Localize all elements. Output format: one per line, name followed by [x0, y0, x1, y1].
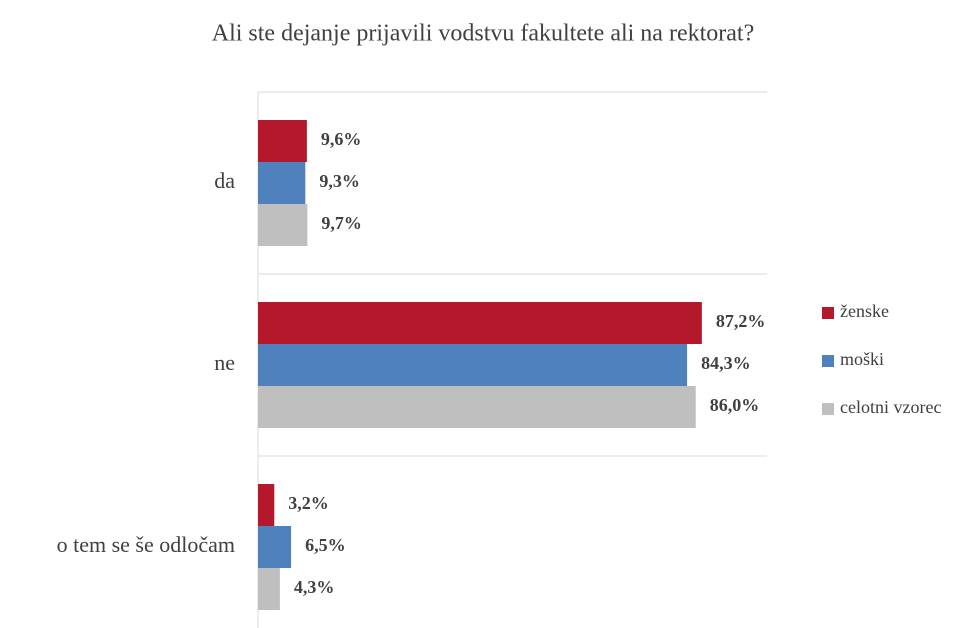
chart-title: Ali ste dejanje prijavili vodstvu fakult… [212, 21, 754, 47]
legend-label: celotni vzorec [840, 397, 941, 417]
value-label: 86,0% [710, 395, 760, 415]
value-label: 3,2% [288, 493, 329, 513]
value-label: 9,3% [319, 171, 360, 191]
value-label: 4,3% [294, 577, 335, 597]
bar [258, 204, 308, 246]
legend-label: ženske [840, 301, 889, 321]
value-label: 9,7% [321, 213, 362, 233]
legend-swatch [822, 355, 834, 367]
bar [258, 120, 307, 162]
legend-swatch [822, 307, 834, 319]
value-label: 6,5% [305, 535, 346, 555]
bar [258, 386, 696, 428]
value-label: 9,6% [321, 129, 362, 149]
value-label: 84,3% [701, 353, 751, 373]
category-label: ne [214, 350, 235, 375]
bar [258, 344, 688, 386]
legend-label: moški [840, 349, 884, 369]
category-label: da [214, 168, 235, 193]
bar [258, 162, 306, 204]
category-label: o tem se še odločam [57, 532, 235, 557]
legend-swatch [822, 403, 834, 415]
bar [258, 484, 275, 526]
bar [258, 526, 292, 568]
bar [258, 568, 280, 610]
bar [258, 302, 702, 344]
value-label: 87,2% [716, 311, 766, 331]
